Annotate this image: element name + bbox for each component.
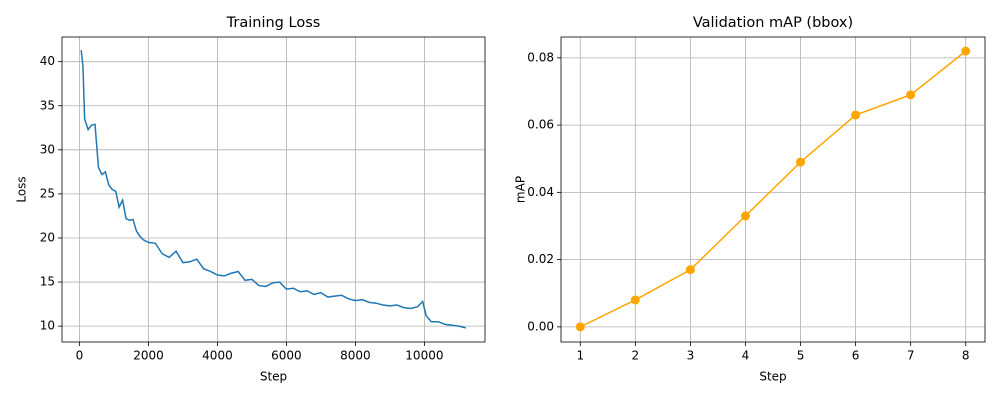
x-tick-label: 0 — [76, 349, 84, 363]
series-line — [579, 50, 967, 328]
y-tick-label: 0.04 — [527, 185, 554, 199]
x-tick-label: 6000 — [271, 349, 302, 363]
chart-title: Validation mAP (bbox) — [693, 15, 853, 31]
plot-frame — [560, 36, 986, 343]
x-tick-label: 2 — [632, 349, 640, 363]
x-axis-label: Step — [759, 370, 786, 384]
x-tick-label: 1 — [576, 349, 584, 363]
point — [740, 211, 750, 221]
x-axis-label: Step — [260, 370, 287, 384]
x-tick-label: 4 — [742, 349, 750, 363]
y-tick-label: 0.00 — [527, 319, 554, 333]
chart-title: Training Loss — [226, 15, 321, 31]
point — [961, 46, 971, 56]
x-tick-label: 4000 — [202, 349, 233, 363]
x-tick-label: 3 — [687, 349, 695, 363]
y-tick-label: 20 — [40, 230, 55, 244]
plot-frame — [61, 36, 486, 343]
y-tick-label: 35 — [40, 98, 55, 112]
y-axis-label: Loss — [15, 176, 29, 202]
point — [685, 265, 695, 275]
y-tick-label: 0.06 — [527, 118, 554, 132]
y-tick-label: 30 — [40, 142, 55, 156]
x-tick-label: 10000 — [405, 349, 443, 363]
y-tick-label: 40 — [40, 54, 55, 68]
point — [796, 157, 806, 167]
y-axis-label: mAP — [514, 176, 528, 203]
point — [906, 90, 916, 100]
y-tick-label: 10 — [40, 319, 55, 333]
y-tick-label: 25 — [40, 186, 55, 200]
y-tick-label: 15 — [40, 275, 55, 289]
y-tick-label: 0.08 — [527, 50, 554, 64]
point — [630, 295, 640, 305]
point — [575, 322, 585, 332]
point — [851, 110, 861, 120]
y-tick-label: 0.02 — [527, 252, 554, 266]
series-line — [80, 50, 466, 329]
x-tick-label: 8000 — [340, 349, 371, 363]
x-tick-label: 5 — [797, 349, 805, 363]
x-tick-label: 8 — [962, 349, 970, 363]
x-tick-label: 6 — [852, 349, 860, 363]
x-tick-label: 2000 — [133, 349, 164, 363]
x-tick-label: 7 — [907, 349, 915, 363]
